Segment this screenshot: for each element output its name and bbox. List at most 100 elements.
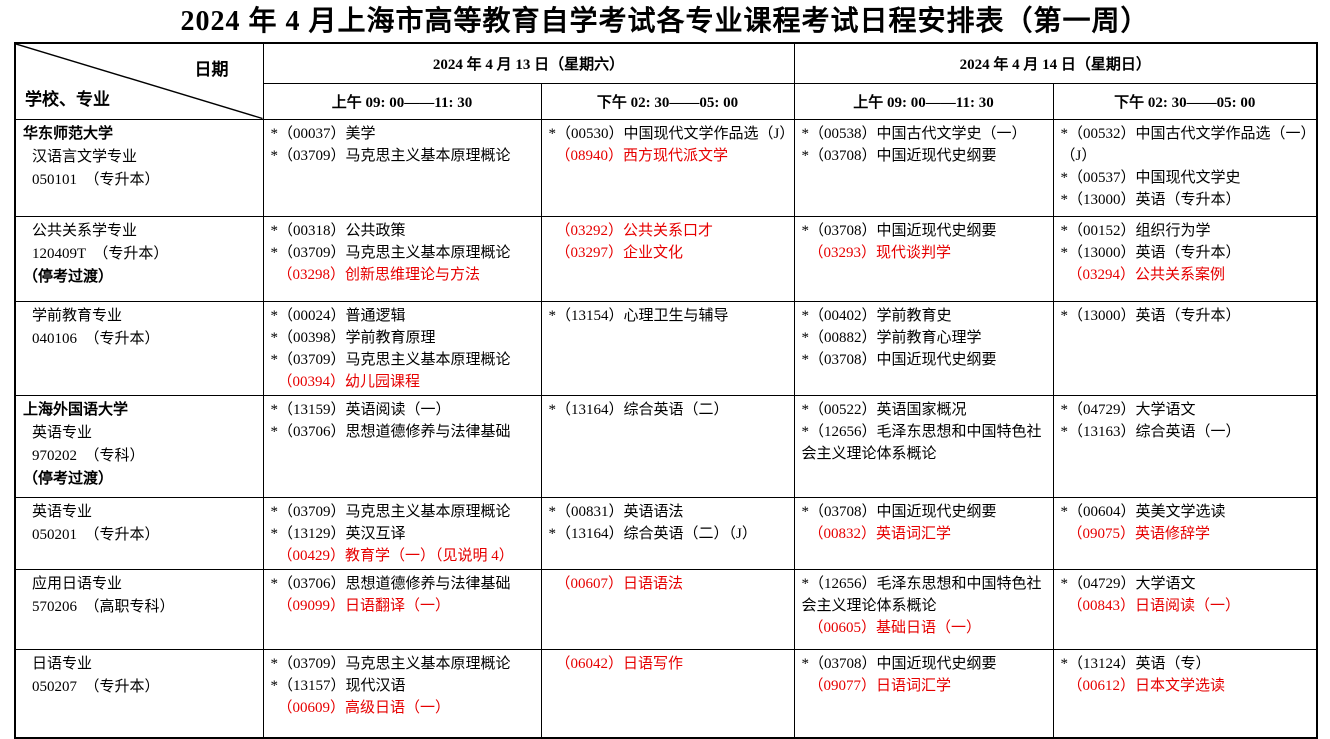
course-entry: *（03706）思想道德修养与法律基础 [270, 423, 511, 440]
major-info: 公共关系学专业 [32, 222, 138, 239]
session-courses-cell: *（04729）大学语文 （00843）日语阅读（一） [1052, 568, 1318, 650]
course-entry: （03293）现代谈判学 [808, 244, 952, 261]
course-entry: *（00152）组织行为学 [1060, 222, 1211, 239]
school-major-cell: 日语专业 050207 （专升本） [14, 648, 264, 739]
course-entry: *（00538）中国古代文学史（一） [801, 125, 1027, 142]
major-info: 050201 （专升本） [32, 526, 160, 543]
session-courses-cell: *（00522）英语国家概况 *（12656）毛泽东思想和中国特色社会主义理论体系… [793, 394, 1054, 498]
corner-label-school: 学校、专业 [25, 89, 110, 109]
course-entry: *（03709）马克思主义基本原理概论 [270, 147, 511, 164]
course-entry: （00843）日语阅读（一） [1067, 597, 1241, 614]
session-header-sat-pm: 下午 02: 30——05: 00 [540, 82, 795, 120]
school-name: （停考过渡） [23, 268, 114, 285]
course-entry: *（03708）中国近现代史纲要 [801, 351, 997, 368]
course-entry: *（13124）英语（专） [1060, 655, 1211, 672]
diagonal-divider [16, 44, 262, 118]
table-row: 学前教育专业 040106 （专升本） *（00024）普通逻辑 *（00398）学前… [14, 300, 1318, 396]
course-entry: （00609）高级日语（一） [277, 699, 451, 716]
course-entry: （03297）企业文化 [555, 244, 684, 261]
course-entry: *（00532）中国古代文学作品选（一）（J） [1060, 125, 1309, 164]
course-entry: *（00522）英语国家概况 [801, 401, 967, 418]
session-courses-cell: *（03709）马克思主义基本原理概论 *（13157）现代汉语 （00609）高级… [262, 648, 542, 739]
session-courses-cell: *（00318）公共政策 *（03709）马克思主义基本原理概论 （03298）创新… [262, 215, 542, 302]
date-header-sunday: 2024 年 4 月 14 日（星期日） [793, 42, 1318, 84]
course-entry: *（00024）普通逻辑 [270, 307, 406, 324]
course-entry: *（00318）公共政策 [270, 222, 406, 239]
course-entry: *（03708）中国近现代史纲要 [801, 147, 997, 164]
course-entry: *（00882）学前教育心理学 [801, 329, 982, 346]
session-courses-cell: *（00604）英美文学选读 （09075）英语修辞学 [1052, 496, 1318, 570]
school-major-cell: 公共关系学专业 120409T （专升本） （停考过渡） [14, 215, 264, 302]
course-entry: *（12656）毛泽东思想和中国特色社会主义理论体系概论 [801, 423, 1042, 462]
course-entry: （00612）日本文学选读 [1067, 677, 1226, 694]
session-courses-cell: *（00037）美学 *（03709）马克思主义基本原理概论 [262, 118, 542, 217]
course-entry: *（03708）中国近现代史纲要 [801, 222, 997, 239]
session-header-sun-pm: 下午 02: 30——05: 00 [1052, 82, 1318, 120]
course-entry: *（12656）毛泽东思想和中国特色社会主义理论体系概论 [801, 575, 1042, 614]
course-entry: *（03708）中国近现代史纲要 [801, 503, 997, 520]
course-entry: *（13157）现代汉语 [270, 677, 406, 694]
course-entry: *（00604）英美文学选读 [1060, 503, 1226, 520]
date-header-saturday: 2024 年 4 月 13 日（星期六） [262, 42, 795, 84]
course-entry: （03292）公共关系口才 [555, 222, 714, 239]
table-row: 公共关系学专业 120409T （专升本） （停考过渡） *（00318）公共政策 *（… [14, 215, 1318, 302]
course-entry: *（13163）综合英语（一） [1060, 423, 1241, 440]
table-row: 应用日语专业 570206 （高职专科） *（03706）思想道德修养与法律基础 （0… [14, 568, 1318, 650]
table-row: 华东师范大学 汉语言文学专业 050101 （专升本） *（00037）美学 *（037… [14, 118, 1318, 217]
major-info: 040106 （专升本） [32, 330, 160, 347]
major-info: 050101 （专升本） [32, 171, 160, 188]
course-entry: （06042）日语写作 [555, 655, 684, 672]
school-major-cell: 英语专业 050201 （专升本） [14, 496, 264, 570]
session-courses-cell: *（03706）思想道德修养与法律基础 （09099）日语翻译（一） [262, 568, 542, 650]
major-info: 050207 （专升本） [32, 678, 160, 695]
course-entry: *（04729）大学语文 [1060, 401, 1196, 418]
session-courses-cell: *（03708）中国近现代史纲要 （03293）现代谈判学 [793, 215, 1054, 302]
session-courses-cell: *（03708）中国近现代史纲要 （00832）英语词汇学 [793, 496, 1054, 570]
school-name: 华东师范大学 [23, 125, 114, 142]
session-courses-cell: *（00152）组织行为学 *（13000）英语（专升本） （03294）公共关系案… [1052, 215, 1318, 302]
session-courses-cell: *（03708）中国近现代史纲要 （09077）日语词汇学 [793, 648, 1054, 739]
table-row: 上海外国语大学 英语专业 970202 （专科） （停考过渡） *（13159）英语阅读… [14, 394, 1318, 498]
school-major-cell: 上海外国语大学 英语专业 970202 （专科） （停考过渡） [14, 394, 264, 498]
course-entry: *（03709）马克思主义基本原理概论 [270, 503, 511, 520]
course-entry: （00394）幼儿园课程 [277, 373, 421, 390]
course-entry: （09075）英语修辞学 [1067, 525, 1211, 542]
course-entry: （09077）日语词汇学 [808, 677, 952, 694]
course-entry: *（03708）中国近现代史纲要 [801, 655, 997, 672]
major-info: 120409T （专升本） [32, 245, 169, 262]
session-courses-cell: *（13000）英语（专升本） [1052, 300, 1318, 396]
course-entry: *（13000）英语（专升本） [1060, 244, 1241, 261]
table-row: 英语专业 050201 （专升本） *（03709）马克思主义基本原理概论 *（131… [14, 496, 1318, 570]
course-entry: （03294）公共关系案例 [1067, 266, 1226, 283]
session-courses-cell: （06042）日语写作 [540, 648, 795, 739]
course-entry: *（03709）马克思主义基本原理概论 [270, 244, 511, 261]
session-courses-cell: *（04729）大学语文 *（13163）综合英语（一） [1052, 394, 1318, 498]
major-info: 日语专业 [32, 655, 93, 672]
course-entry: *（13164）综合英语（二）（J） [548, 525, 757, 542]
session-courses-cell: （00607）日语语法 [540, 568, 795, 650]
session-courses-cell: *（00538）中国古代文学史（一） *（03708）中国近现代史纲要 [793, 118, 1054, 217]
session-courses-cell: *（13164）综合英语（二） [540, 394, 795, 498]
session-courses-cell: *（13124）英语（专） （00612）日本文学选读 [1052, 648, 1318, 739]
session-header-sat-am: 上午 09: 00——11: 30 [262, 82, 542, 120]
course-entry: *（00037）美学 [270, 125, 376, 142]
course-entry: *（00831）英语语法 [548, 503, 684, 520]
school-major-cell: 学前教育专业 040106 （专升本） [14, 300, 264, 396]
session-courses-cell: *（00402）学前教育史 *（00882）学前教育心理学 *（03708）中国近现… [793, 300, 1054, 396]
course-entry: *（13000）英语（专升本） [1060, 307, 1241, 324]
session-courses-cell: *（13154）心理卫生与辅导 [540, 300, 795, 396]
table-row: 日语专业 050207 （专升本） *（03709）马克思主义基本原理概论 *（131… [14, 648, 1318, 739]
course-entry: *（04729）大学语文 [1060, 575, 1196, 592]
exam-schedule-table: 日期 学校、专业 2024 年 4 月 13 日（星期六） 2024 年 4 月… [14, 42, 1319, 739]
course-entry: （00429）教育学（一）（见说明 4） [277, 547, 514, 564]
major-info: 970202 （专科） [32, 447, 145, 464]
course-entry: （08940）西方现代派文学 [555, 147, 729, 164]
course-entry: *（13154）心理卫生与辅导 [548, 307, 729, 324]
session-courses-cell: *（13159）英语阅读（一） *（03706）思想道德修养与法律基础 [262, 394, 542, 498]
school-name: （停考过渡） [23, 470, 114, 487]
major-info: 570206 （高职专科） [32, 598, 175, 615]
course-entry: *（00537）中国现代文学史 [1060, 169, 1241, 186]
school-name: 上海外国语大学 [23, 401, 129, 418]
session-courses-cell: *（00831）英语语法 *（13164）综合英语（二）（J） [540, 496, 795, 570]
corner-label-date: 日期 [194, 60, 229, 79]
